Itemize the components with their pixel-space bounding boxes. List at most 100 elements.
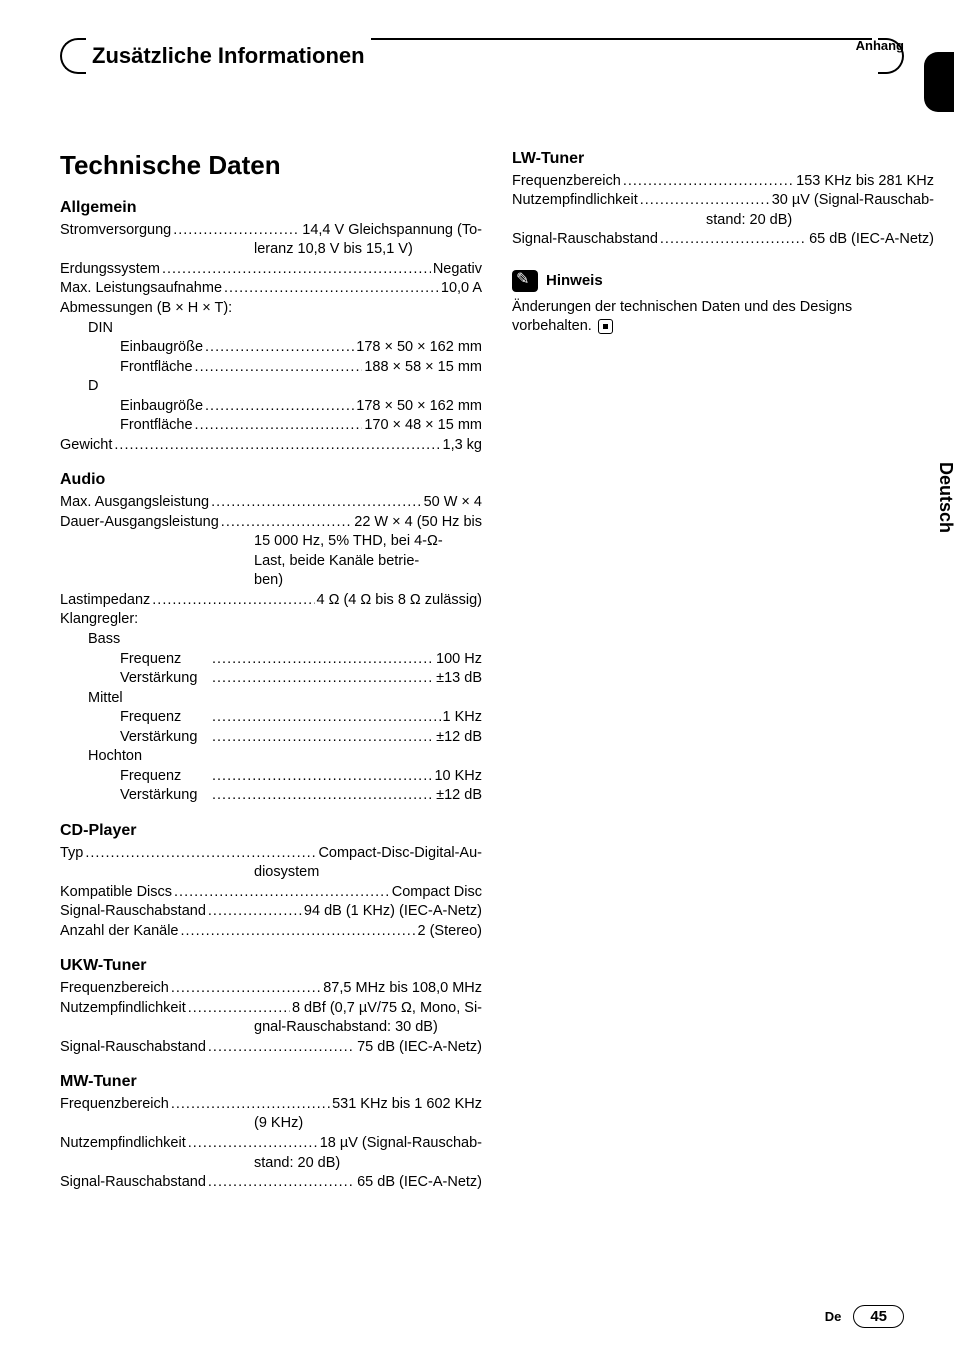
- spec-row: Frequenz 10 KHz: [60, 767, 482, 787]
- spec-label: Max. Ausgangsleistung: [60, 493, 209, 513]
- spec-row: Signal-Rauschabstand65 dB (IEC-A-Netz): [512, 230, 934, 250]
- spec-label: Signal-Rauschabstand: [60, 1173, 206, 1193]
- spec-row: Frequenz100 Hz: [60, 650, 482, 670]
- spec-continuation: Last, beide Kanäle betrie-: [60, 552, 482, 572]
- spec-row: Frontfläche188 × 58 × 15 mm: [60, 358, 482, 378]
- spec-label: Einbaugröße: [120, 397, 203, 417]
- spec-value: 10,0 A: [441, 279, 482, 299]
- spec-value: 18 µV (Signal-Rauschab-: [320, 1134, 482, 1154]
- spec-continuation: ben): [60, 571, 482, 591]
- leader-dots-icon: [208, 1173, 355, 1193]
- leader-dots-icon: [208, 1038, 355, 1058]
- spec-label: Frontfläche: [120, 416, 193, 436]
- leader-dots-icon: [114, 436, 440, 456]
- title-rule-icon: [371, 38, 872, 74]
- spec-label: Stromversorgung: [60, 221, 171, 241]
- spec-row: Max. Leistungsaufnahme10,0 A: [60, 279, 482, 299]
- leader-dots-icon: [221, 513, 352, 533]
- spec-label: Kompatible Discs: [60, 883, 172, 903]
- note-label: Hinweis: [546, 271, 603, 291]
- page-number: 45: [853, 1305, 904, 1328]
- spec-label: Frequenzbereich: [60, 1095, 169, 1115]
- leader-dots-icon: [174, 883, 390, 903]
- spec-label: Erdungssystem: [60, 260, 160, 280]
- spec-continuation: stand: 20 dB): [512, 211, 934, 231]
- spec-label: Typ: [60, 844, 83, 864]
- spec-label: Frequenzbereich: [512, 172, 621, 192]
- leader-dots-icon: [85, 844, 316, 864]
- spec-row: Frequenz 1 KHz: [60, 708, 482, 728]
- spec-row: Nutzempfindlichkeit 18 µV (Signal-Rauscha…: [60, 1134, 482, 1154]
- spec-value: 65 dB (IEC-A-Netz): [357, 1173, 482, 1193]
- spec-value: Compact Disc: [392, 883, 482, 903]
- spec-label: Frequenz: [120, 767, 210, 787]
- leader-dots-icon: [205, 397, 354, 417]
- spec-label: Einbaugröße: [120, 338, 203, 358]
- spec-label: Frequenz: [120, 708, 210, 728]
- spec-value: 75 dB (IEC-A-Netz): [357, 1038, 482, 1058]
- spec-label: Anzahl der Kanäle: [60, 922, 179, 942]
- spec-value: 1 KHz: [443, 708, 483, 728]
- allgemein-heading: Allgemein: [60, 197, 482, 219]
- spec-label: Signal-Rauschabstand: [60, 902, 206, 922]
- note-row: Hinweis: [512, 270, 934, 292]
- leader-dots-icon: [623, 172, 794, 192]
- spec-continuation: gnal-Rauschabstand: 30 dB): [60, 1018, 482, 1038]
- spec-continuation: (9 KHz): [60, 1114, 482, 1134]
- mw-heading: MW-Tuner: [60, 1071, 482, 1093]
- section-title: Zusätzliche Informationen: [86, 43, 371, 69]
- spec-value: 153 KHz bis 281 KHz: [796, 172, 934, 192]
- spec-value: 87,5 MHz bis 108,0 MHz: [323, 979, 482, 999]
- leader-dots-icon: [640, 191, 770, 211]
- spec-row: Gewicht 1,3 kg: [60, 436, 482, 456]
- spec-row: Erdungssystem Negativ: [60, 260, 482, 280]
- edge-tab-icon: [924, 52, 954, 112]
- note-text: Änderungen der technischen Daten und des…: [512, 298, 934, 337]
- tone-group: Hochton: [60, 747, 482, 767]
- spec-value: Compact-Disc-Digital-Au-: [318, 844, 482, 864]
- spec-label: Verstärkung: [120, 669, 210, 689]
- spec-label: Gewicht: [60, 436, 112, 456]
- spec-label: Abmessungen (B × H × T):: [60, 299, 482, 319]
- spec-row: Verstärkung±12 dB: [60, 728, 482, 748]
- leader-dots-icon: [171, 1095, 330, 1115]
- spec-label: Dauer-Ausgangsleistung: [60, 513, 219, 533]
- note-body: Änderungen der technischen Daten und des…: [512, 299, 852, 335]
- spec-value: 8 dBf (0,7 µV/75 Ω, Mono, Si-: [292, 999, 482, 1019]
- spec-value: ±13 dB: [436, 669, 482, 689]
- spec-row: Stromversorgung14,4 V Gleichspannung (To…: [60, 221, 482, 241]
- spec-value: 10 KHz: [434, 767, 482, 787]
- spec-row: Signal-Rauschabstand75 dB (IEC-A-Netz): [60, 1038, 482, 1058]
- spec-label: Nutzempfindlichkeit: [512, 191, 638, 211]
- leader-dots-icon: [224, 279, 439, 299]
- spec-row: Frequenzbereich531 KHz bis 1 602 KHz: [60, 1095, 482, 1115]
- spec-row: Frequenzbereich87,5 MHz bis 108,0 MHz: [60, 979, 482, 999]
- leader-dots-icon: [195, 358, 363, 378]
- spec-value: Negativ: [433, 260, 482, 280]
- spec-value: 1,3 kg: [443, 436, 483, 456]
- spec-label: Nutzempfindlichkeit: [60, 1134, 186, 1154]
- spec-value: 178 × 50 × 162 mm: [356, 397, 482, 417]
- tone-group: Mittel: [60, 689, 482, 709]
- spec-row: Verstärkung±12 dB: [60, 786, 482, 806]
- spec-label: Lastimpedanz: [60, 591, 150, 611]
- leader-dots-icon: [212, 650, 434, 670]
- leader-dots-icon: [205, 338, 354, 358]
- spec-label: Signal-Rauschabstand: [512, 230, 658, 250]
- footer-language: De: [825, 1309, 842, 1324]
- leader-dots-icon: [171, 979, 321, 999]
- spec-label: Nutzempfindlichkeit: [60, 999, 186, 1019]
- leader-dots-icon: [212, 708, 441, 728]
- spec-row: Frequenzbereich 153 KHz bis 281 KHz: [512, 172, 934, 192]
- spec-label: Klangregler:: [60, 610, 482, 630]
- leader-dots-icon: [188, 999, 290, 1019]
- tone-group: Bass: [60, 630, 482, 650]
- spec-row: Verstärkung ±13 dB: [60, 669, 482, 689]
- leader-dots-icon: [173, 221, 300, 241]
- cd-heading: CD-Player: [60, 820, 482, 842]
- leader-dots-icon: [195, 416, 363, 436]
- spec-label: Frontfläche: [120, 358, 193, 378]
- spec-value: 178 × 50 × 162 mm: [356, 338, 482, 358]
- spec-row: Typ Compact-Disc-Digital-Au-: [60, 844, 482, 864]
- right-column: LW-Tuner Frequenzbereich153 KHz bis 281 …: [512, 148, 934, 1193]
